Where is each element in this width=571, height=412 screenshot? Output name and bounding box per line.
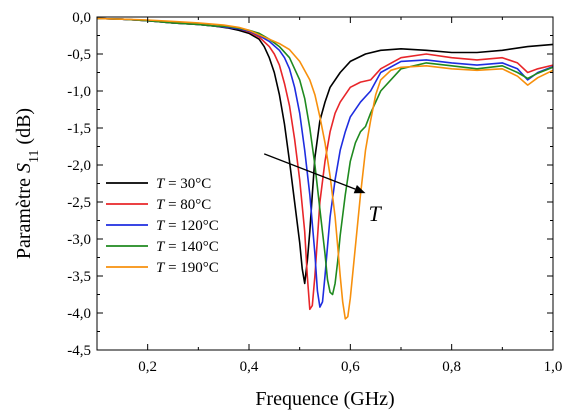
series-line-4 <box>96 17 554 320</box>
legend: T = 30°C T = 80°C T = 120°C T = 140°C T = 19… <box>106 176 219 276</box>
y-tick-label: -3,5 <box>67 269 91 285</box>
x-tick-label: 0,4 <box>240 359 259 375</box>
legend-label-3: T = 140°C <box>156 239 219 255</box>
y-tick-label: -1,5 <box>67 121 91 137</box>
legend-label-0: T = 30°C <box>156 176 211 192</box>
y-tick-label: -1,0 <box>67 84 91 100</box>
annotation-label: T <box>369 201 383 226</box>
y-tick-label: -2,0 <box>67 158 91 174</box>
y-axis-label-subscript: 11 <box>27 150 42 163</box>
annotation-arrow <box>263 153 356 190</box>
x-tick-label: 0,8 <box>442 359 461 375</box>
y-tick-label: 0,0 <box>72 10 91 26</box>
x-tick-label: 0,6 <box>341 359 360 375</box>
y-axis-label-suffix: (dB) <box>13 108 35 150</box>
series-layer <box>96 17 554 320</box>
legend-label-1: T = 80°C <box>156 197 211 213</box>
annotation-arrowhead <box>353 185 366 194</box>
y-tick-label: -2,5 <box>67 195 91 211</box>
y-tick-label: -4,0 <box>67 306 91 322</box>
y-tick-label: -4,5 <box>67 343 91 359</box>
x-tick-label: 1,0 <box>544 359 563 375</box>
y-axis-label-prefix: Paramètre <box>13 173 35 259</box>
y-tick-label: -0,5 <box>67 47 91 63</box>
tick-labels-layer: 0,2 0,4 0,6 0,8 1,0 0,0 -0,5 -1,0 -1,5 -2,0 -2,5 -3… <box>67 10 562 375</box>
x-axis-label: Frequence (GHz) <box>255 388 394 410</box>
x-tick-label: 0,2 <box>138 359 157 375</box>
y-tick-label: -3,0 <box>67 232 91 248</box>
y-axis-label: Paramètre S11 (dB) <box>13 108 42 259</box>
series-line-0 <box>96 17 554 285</box>
y-axis-label-symbol: S <box>13 163 35 173</box>
ticks-layer <box>96 16 554 351</box>
legend-label-2: T = 120°C <box>156 218 219 234</box>
legend-label-4: T = 190°C <box>156 260 219 276</box>
